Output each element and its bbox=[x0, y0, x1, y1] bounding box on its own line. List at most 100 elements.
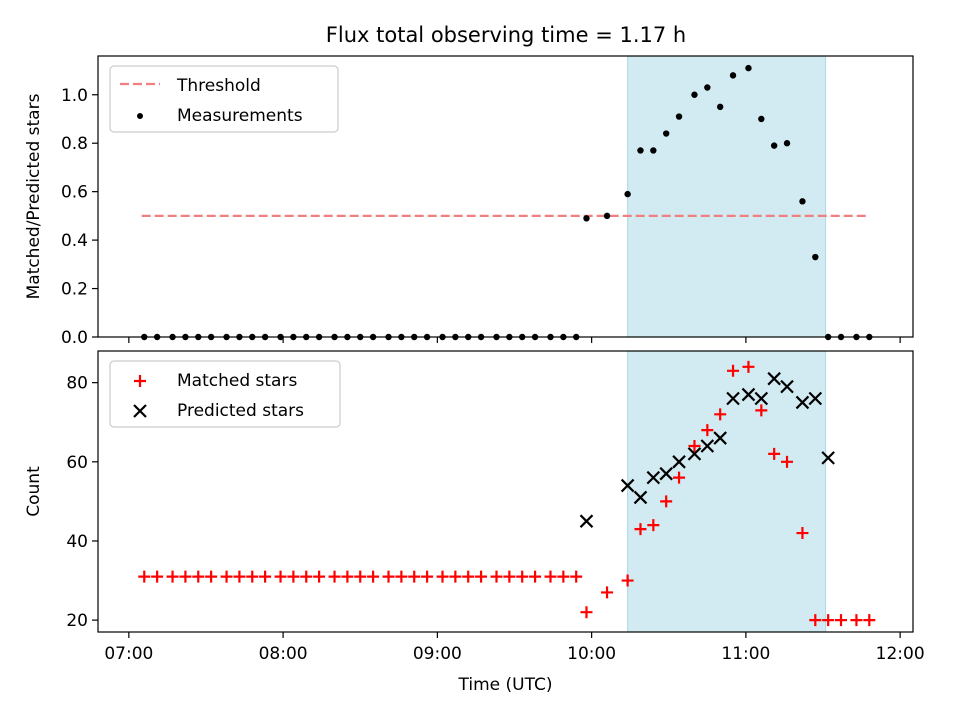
bottom-matched-point bbox=[822, 614, 835, 627]
bottom-matched-point bbox=[660, 495, 673, 508]
top-measurement-point bbox=[637, 147, 644, 154]
bottom-matched-point bbox=[220, 570, 233, 583]
bottom-matched-point bbox=[246, 570, 259, 583]
top-ytick-label: 0.8 bbox=[61, 134, 88, 154]
bottom-matched-point bbox=[151, 570, 164, 583]
top-axes-frame bbox=[97, 55, 914, 338]
top-ytick-label: 0.4 bbox=[61, 231, 88, 251]
bottom-matched-point bbox=[421, 570, 434, 583]
top-measurement-point bbox=[745, 64, 752, 72]
bottom-matched-point bbox=[192, 570, 205, 583]
top-measurement-point bbox=[716, 103, 724, 111]
bottom-matched-point bbox=[341, 570, 354, 583]
bottom-matched-point bbox=[408, 570, 421, 583]
bottom-matched-point bbox=[300, 570, 313, 583]
bottom-matched-point bbox=[529, 570, 542, 583]
bottom-matched-point bbox=[557, 570, 570, 583]
bottom-legend bbox=[109, 360, 341, 428]
bottom-matched-point bbox=[205, 570, 218, 583]
bottom-xtick-label: 11:00 bbox=[721, 644, 770, 664]
bottom-matched-point bbox=[634, 523, 647, 536]
bottom-predicted-point bbox=[579, 514, 594, 528]
bottom-matched-point bbox=[287, 570, 300, 583]
top-panel: 0.0 0.2 0.4 0.6 0.8 1.0 Matched/Predicted star… bbox=[24, 55, 914, 348]
bottom-ytick-label: 60 bbox=[66, 453, 88, 473]
bottom-matched-point bbox=[328, 570, 341, 583]
bottom-matched-point bbox=[544, 570, 557, 583]
top-ylabel: Matched/Predicted stars bbox=[24, 93, 44, 299]
bottom-predicted-point bbox=[741, 387, 756, 402]
bottom-predicted-point bbox=[687, 447, 702, 461]
top-legend bbox=[109, 65, 339, 133]
bottom-matched-point bbox=[436, 570, 449, 583]
bottom-predicted-point bbox=[767, 371, 781, 386]
top-ytick-label: 0.6 bbox=[61, 183, 88, 203]
top-measurement-point bbox=[729, 72, 737, 79]
bottom-matched-point bbox=[673, 471, 686, 484]
top-measurement-point bbox=[812, 253, 819, 261]
bottom-matched-point bbox=[796, 527, 809, 540]
top-legend-label: Measurements bbox=[177, 106, 303, 126]
bottom-matched-point bbox=[714, 408, 727, 421]
bottom-predicted-point bbox=[633, 490, 648, 505]
bottom-matched-point bbox=[570, 570, 583, 583]
top-measurement-point bbox=[583, 215, 590, 222]
bottom-predicted-point bbox=[700, 439, 715, 453]
bottom-matched-point bbox=[354, 570, 367, 583]
top-measurement-point bbox=[650, 147, 657, 154]
bottom-ytick-label: 80 bbox=[66, 374, 88, 394]
bottom-matched-point bbox=[475, 570, 488, 583]
top-measurement-point bbox=[624, 190, 631, 198]
bottom-matched-point bbox=[755, 404, 768, 417]
bottom-matched-point bbox=[516, 570, 529, 583]
bottom-predicted-point bbox=[672, 455, 686, 469]
bottom-matched-point bbox=[179, 570, 192, 583]
bottom-matched-point bbox=[259, 570, 272, 583]
bottom-matched-point bbox=[580, 606, 593, 619]
bottom-xlabel: Time (UTC) bbox=[458, 675, 553, 695]
top-measurement-point bbox=[675, 113, 683, 120]
top-ytick-label: 0.2 bbox=[61, 280, 88, 300]
bottom-matched-point bbox=[313, 570, 326, 583]
bottom-matched-point bbox=[233, 570, 246, 583]
bottom-matched-point bbox=[742, 360, 755, 373]
bottom-matched-point bbox=[503, 570, 516, 583]
bottom-matched-point bbox=[850, 614, 863, 627]
bottom-matched-point bbox=[462, 570, 475, 583]
top-ytick-label: 0.0 bbox=[61, 328, 88, 348]
bottom-matched-point bbox=[382, 570, 395, 583]
bottom-matched-point bbox=[601, 586, 614, 599]
bottom-predicted-point bbox=[620, 478, 635, 493]
bottom-matched-point bbox=[367, 570, 380, 583]
bottom-matched-point bbox=[647, 519, 660, 532]
top-measurement-point bbox=[662, 130, 670, 137]
top-measurement-point bbox=[799, 198, 806, 205]
top-measurement-point bbox=[704, 84, 711, 91]
bottom-predicted-point bbox=[646, 470, 661, 485]
bottom-predicted-point bbox=[808, 391, 823, 406]
bottom-matched-point bbox=[688, 439, 701, 452]
bottom-matched-point bbox=[727, 364, 740, 377]
bottom-xtick-label: 09:00 bbox=[413, 644, 462, 664]
bottom-xtick-label: 12:00 bbox=[876, 644, 925, 664]
top-legend-label: Threshold bbox=[176, 76, 261, 96]
bottom-ytick-label: 40 bbox=[66, 532, 88, 552]
top-measurement-point bbox=[691, 91, 698, 98]
bottom-predicted-point bbox=[780, 379, 794, 394]
bottom-matched-point bbox=[274, 570, 287, 583]
bottom-matched-point bbox=[809, 614, 822, 627]
bottom-matched-point bbox=[863, 614, 876, 627]
bottom-matched-point bbox=[835, 614, 848, 627]
top-observing-span bbox=[627, 55, 827, 338]
chart-title: Flux total observing time = 1.17 h bbox=[326, 23, 686, 47]
top-measurement-point bbox=[770, 142, 778, 149]
bottom-predicted-point bbox=[659, 466, 673, 481]
top-ytick-label: 1.0 bbox=[61, 86, 88, 106]
bottom-xtick-label: 08:00 bbox=[259, 644, 308, 664]
bottom-predicted-point bbox=[713, 431, 727, 445]
bottom-predicted-point bbox=[726, 391, 740, 406]
bottom-matched-point bbox=[621, 574, 634, 587]
bottom-xtick-label: 10:00 bbox=[567, 644, 616, 664]
bottom-matched-point bbox=[449, 570, 462, 583]
